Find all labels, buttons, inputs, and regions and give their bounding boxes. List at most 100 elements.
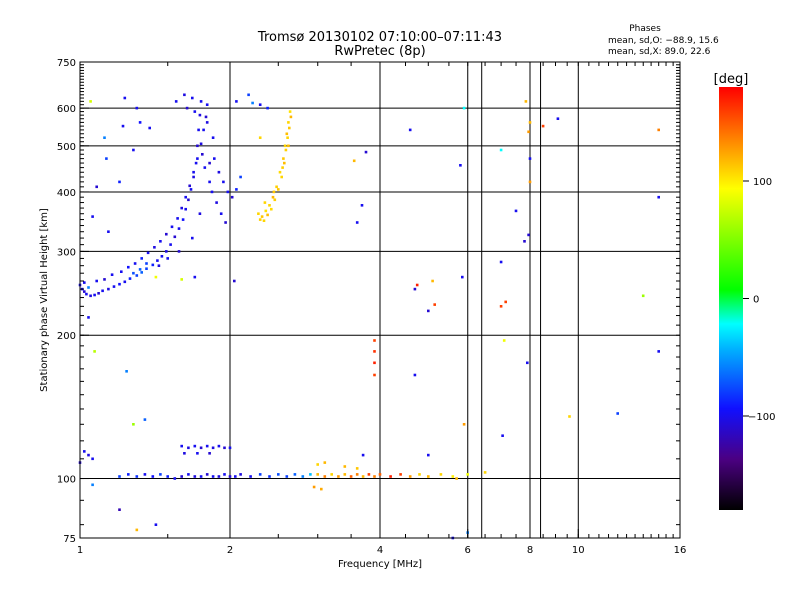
data-point	[367, 473, 371, 476]
data-point	[173, 477, 177, 480]
data-point	[194, 161, 198, 165]
data-point	[204, 115, 208, 119]
data-point	[264, 209, 268, 213]
data-point	[228, 475, 232, 478]
data-point	[151, 475, 155, 478]
data-point	[273, 198, 277, 202]
data-point	[132, 148, 135, 152]
data-point	[378, 473, 382, 476]
colorbar-ticks: 100 0 −100	[743, 177, 775, 423]
data-point	[103, 136, 106, 139]
data-point	[223, 446, 226, 450]
data-point	[462, 106, 466, 110]
data-point	[277, 473, 280, 476]
data-point	[127, 265, 130, 269]
data-point	[118, 475, 121, 478]
data-point	[247, 93, 250, 97]
data-point	[427, 309, 430, 313]
data-point	[199, 475, 203, 478]
data-point	[170, 225, 174, 229]
data-point	[196, 157, 199, 160]
data-point	[180, 444, 183, 448]
data-point	[93, 293, 96, 297]
data-point	[230, 195, 234, 199]
data-point	[87, 453, 90, 457]
data-point	[138, 121, 142, 124]
data-point	[197, 128, 200, 132]
data-point	[323, 461, 327, 464]
x-tick-label: 10	[572, 545, 585, 556]
data-point	[165, 250, 168, 253]
data-point	[154, 275, 158, 279]
data-point	[157, 264, 161, 267]
data-point	[284, 148, 288, 152]
data-point	[196, 144, 199, 148]
data-point	[235, 100, 238, 103]
data-point	[502, 339, 506, 342]
data-point	[166, 475, 169, 478]
data-point	[173, 235, 177, 239]
x-axis-label: Frequency [MHz]	[338, 559, 422, 570]
data-point	[413, 287, 417, 291]
data-point	[323, 475, 327, 478]
data-point	[258, 136, 262, 139]
data-point	[352, 159, 356, 163]
data-point	[526, 361, 529, 365]
data-point	[277, 188, 280, 191]
data-point	[193, 110, 197, 113]
y-tick-label: 100	[57, 475, 76, 486]
data-point	[192, 175, 195, 179]
data-point	[288, 110, 292, 113]
data-point	[187, 473, 190, 476]
data-point	[83, 290, 86, 293]
data-point	[360, 204, 364, 207]
data-point	[272, 190, 276, 194]
data-point	[258, 218, 262, 221]
data-point	[523, 240, 526, 243]
data-point	[191, 236, 194, 240]
data-point	[145, 262, 148, 265]
data-point	[91, 457, 94, 461]
data-point	[427, 475, 430, 478]
y-tick-label: 200	[57, 331, 76, 342]
data-point	[193, 275, 197, 279]
data-point	[120, 270, 123, 273]
data-point	[148, 126, 151, 130]
data-point	[187, 446, 190, 450]
x-tick-label: 6	[465, 545, 471, 556]
data-point	[616, 412, 619, 415]
data-point	[193, 475, 197, 478]
y-tick-label: 750	[57, 58, 76, 69]
data-point	[270, 207, 273, 211]
data-point	[165, 232, 168, 236]
y-tick-label: 75	[63, 534, 76, 545]
data-point	[266, 213, 269, 217]
data-point	[399, 473, 402, 476]
x-tick-label: 16	[674, 545, 687, 556]
data-point	[373, 373, 376, 377]
data-point	[343, 473, 347, 476]
x-tick-label: 2	[227, 545, 233, 556]
data-point	[208, 180, 211, 184]
data-point	[657, 128, 660, 132]
data-point	[219, 212, 223, 215]
data-point	[373, 339, 376, 342]
data-point	[251, 101, 254, 105]
x-tick-label: 8	[527, 545, 533, 556]
data-point	[107, 230, 110, 233]
data-point	[226, 190, 230, 194]
data-point	[527, 233, 530, 237]
data-point	[258, 473, 262, 476]
y-tick-label: 500	[57, 142, 76, 153]
data-point	[263, 201, 267, 204]
data-point	[211, 446, 215, 450]
data-point	[239, 473, 242, 476]
data-point	[278, 170, 282, 174]
plot-area: 1 2 4 6 8 10 16 75 100 200 300 400 500 600 750	[57, 58, 686, 556]
data-point	[283, 161, 286, 165]
data-point	[285, 132, 289, 136]
data-point	[235, 188, 238, 191]
data-point	[203, 166, 207, 169]
data-point	[208, 161, 211, 165]
data-point	[461, 275, 464, 279]
